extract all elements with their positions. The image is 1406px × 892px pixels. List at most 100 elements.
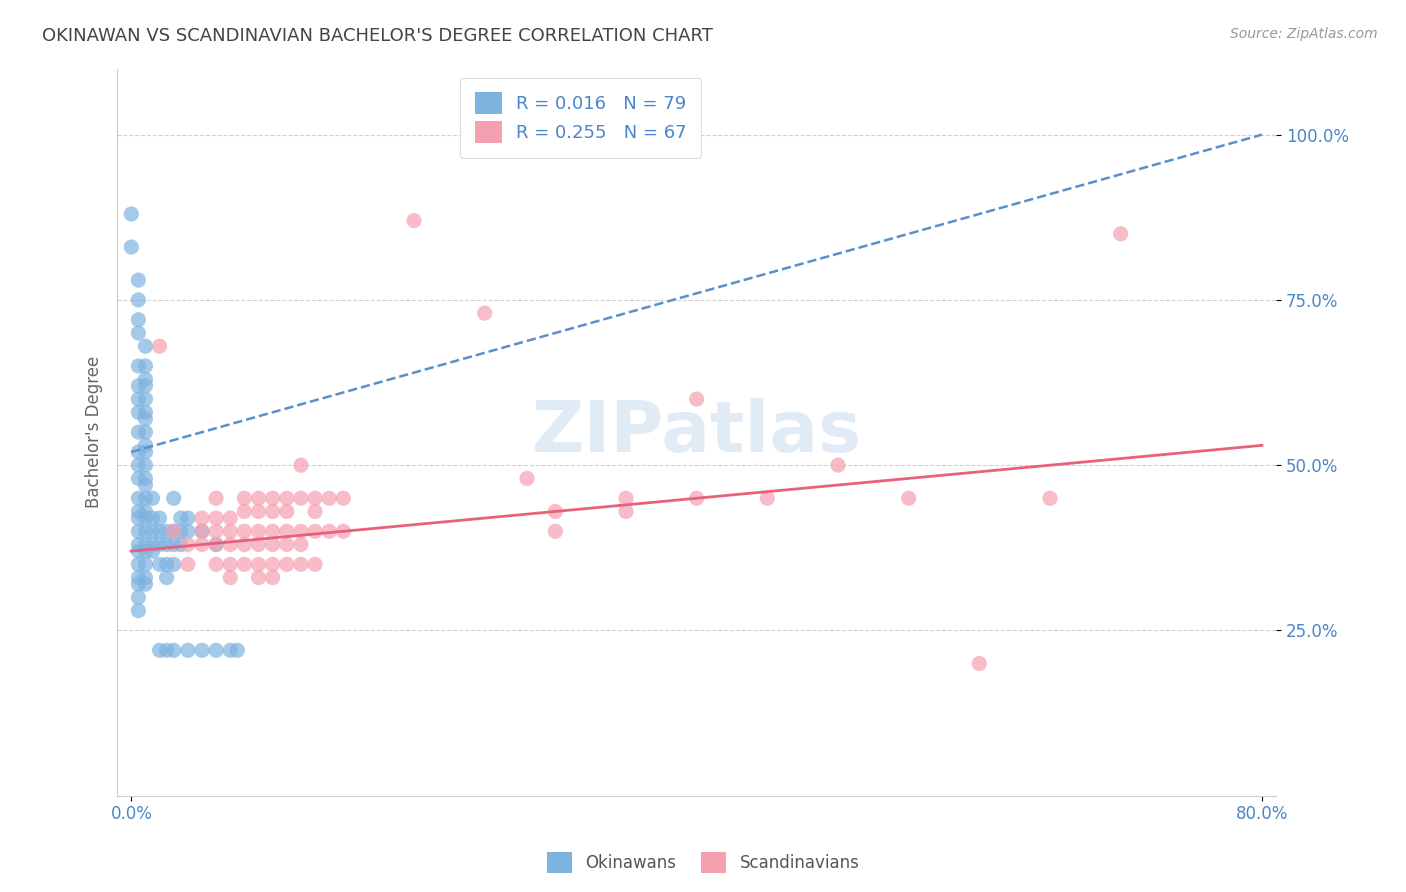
Point [149, 511, 172, 525]
Point [219, 643, 242, 657]
Text: OKINAWAN VS SCANDINAVIAN BACHELOR'S DEGREE CORRELATION CHART: OKINAWAN VS SCANDINAVIAN BACHELOR'S DEGR… [42, 27, 713, 45]
Point [127, 458, 149, 473]
Point [177, 511, 200, 525]
Point [127, 326, 149, 340]
Point [304, 504, 326, 518]
Point [127, 392, 149, 406]
Point [149, 558, 172, 572]
Point [120, 207, 142, 221]
Point [205, 643, 228, 657]
Point [163, 524, 186, 539]
Point [1039, 491, 1062, 506]
Point [134, 445, 156, 459]
Point [141, 537, 163, 551]
Point [127, 604, 149, 618]
Point [177, 558, 200, 572]
Point [262, 558, 284, 572]
Point [134, 571, 156, 585]
Point [402, 213, 425, 227]
Point [149, 537, 172, 551]
Point [127, 511, 149, 525]
Point [756, 491, 779, 506]
Point [191, 537, 214, 551]
Point [170, 524, 193, 539]
Point [685, 491, 707, 506]
Point [1109, 227, 1132, 241]
Point [163, 537, 186, 551]
Point [290, 537, 312, 551]
Point [134, 438, 156, 452]
Point [134, 577, 156, 591]
Text: Source: ZipAtlas.com: Source: ZipAtlas.com [1230, 27, 1378, 41]
Point [127, 425, 149, 439]
Point [127, 359, 149, 373]
Point [134, 524, 156, 539]
Point [149, 339, 172, 353]
Point [134, 504, 156, 518]
Point [219, 537, 242, 551]
Point [318, 524, 340, 539]
Point [276, 558, 298, 572]
Point [134, 379, 156, 393]
Point [247, 524, 270, 539]
Text: ZIPatlas: ZIPatlas [531, 398, 862, 467]
Point [163, 643, 186, 657]
Point [134, 511, 156, 525]
Point [290, 558, 312, 572]
Point [120, 240, 142, 254]
Point [685, 392, 707, 406]
Point [141, 491, 163, 506]
Point [276, 524, 298, 539]
Point [205, 537, 228, 551]
Point [544, 504, 567, 518]
Point [134, 471, 156, 485]
Point [262, 504, 284, 518]
Point [219, 571, 242, 585]
Point [134, 412, 156, 426]
Point [276, 504, 298, 518]
Point [226, 643, 249, 657]
Point [219, 511, 242, 525]
Point [134, 537, 156, 551]
Point [290, 524, 312, 539]
Point [191, 511, 214, 525]
Point [276, 491, 298, 506]
Point [127, 537, 149, 551]
Point [127, 591, 149, 605]
Point [233, 491, 256, 506]
Point [233, 504, 256, 518]
Point [332, 491, 354, 506]
Point [177, 643, 200, 657]
Point [247, 504, 270, 518]
Point [127, 504, 149, 518]
Point [262, 524, 284, 539]
Point [127, 471, 149, 485]
Point [163, 524, 186, 539]
Point [134, 405, 156, 419]
Point [191, 524, 214, 539]
Point [170, 511, 193, 525]
Point [205, 511, 228, 525]
Point [134, 478, 156, 492]
Point [163, 558, 186, 572]
Point [205, 537, 228, 551]
Point [127, 312, 149, 326]
Point [219, 558, 242, 572]
Point [219, 524, 242, 539]
Point [304, 558, 326, 572]
Point [969, 657, 991, 671]
Point [134, 458, 156, 473]
Point [127, 405, 149, 419]
Point [205, 524, 228, 539]
Point [134, 339, 156, 353]
Point [614, 491, 637, 506]
Point [163, 491, 186, 506]
Point [141, 544, 163, 558]
Point [127, 577, 149, 591]
Point [127, 571, 149, 585]
Point [156, 571, 179, 585]
Point [262, 491, 284, 506]
Point [177, 524, 200, 539]
Point [170, 537, 193, 551]
Point [134, 425, 156, 439]
